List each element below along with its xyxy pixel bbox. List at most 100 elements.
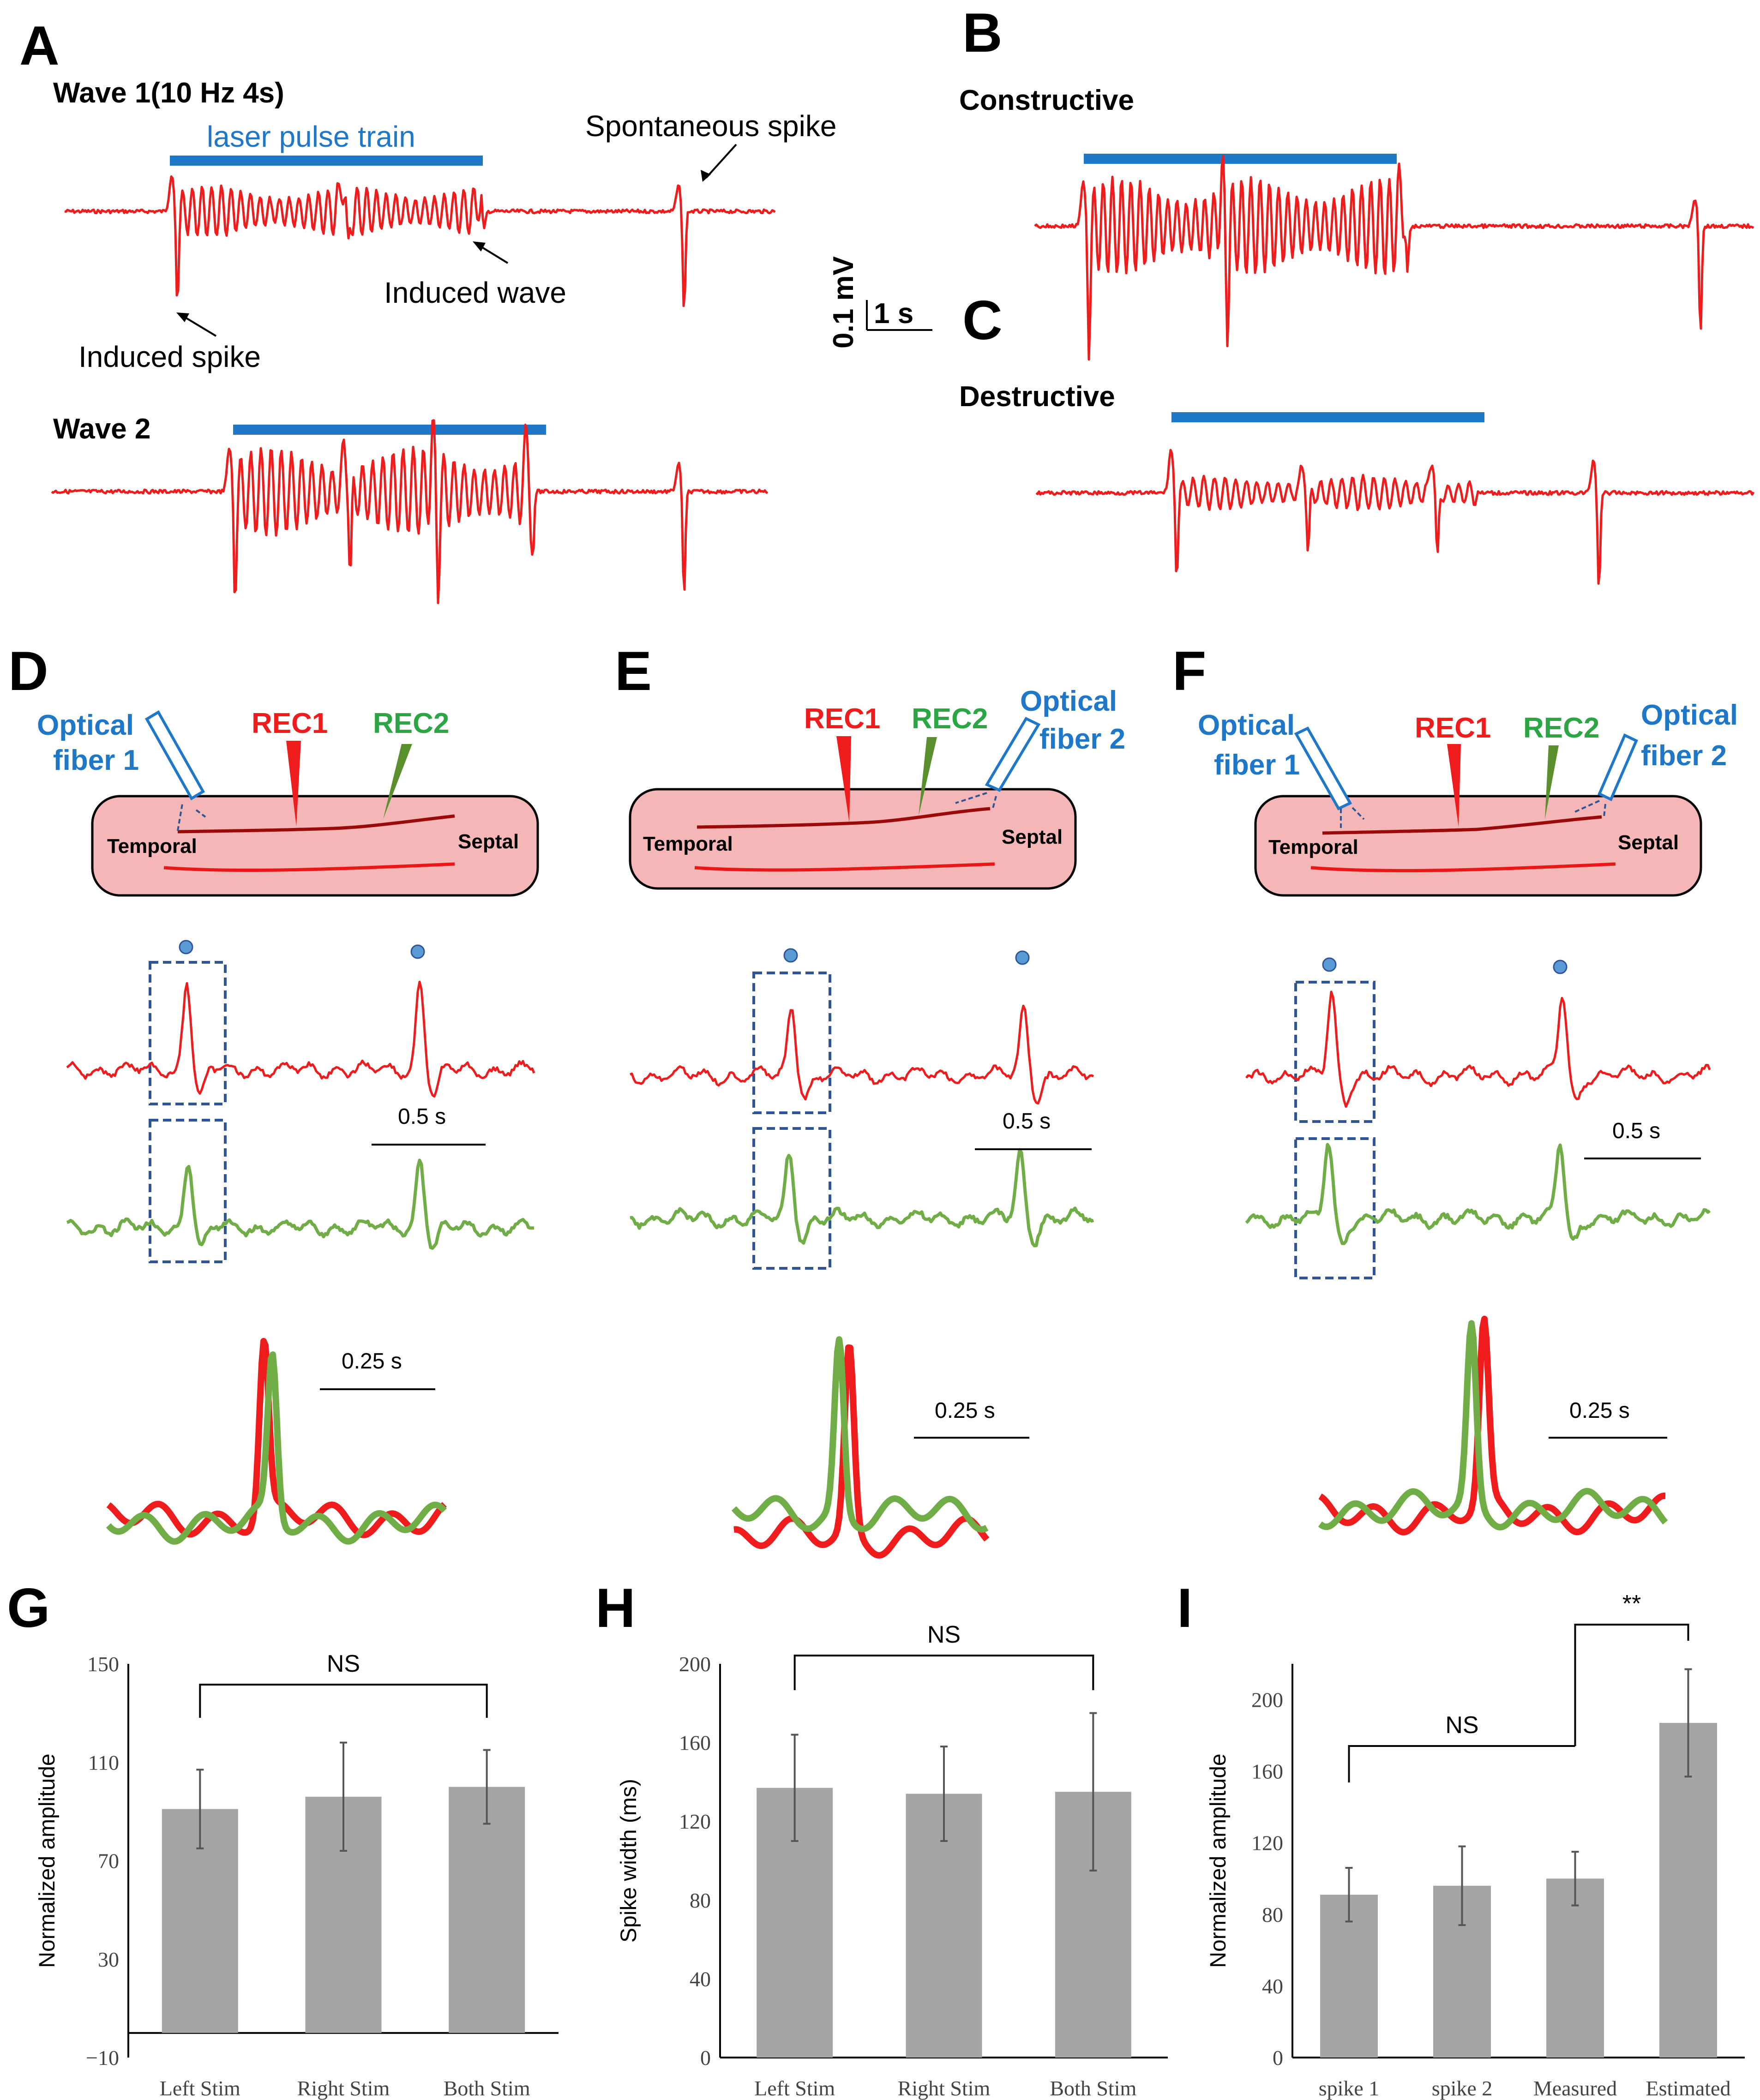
scale-label-half: 0.5 s	[1003, 1109, 1051, 1134]
cell-layer-lower	[694, 862, 995, 872]
y-tick-label: 30	[98, 1948, 119, 1971]
optical-fiber-2	[985, 717, 1041, 792]
light-cone	[177, 804, 206, 831]
panel-letter-i: I	[1177, 1577, 1192, 1639]
bar	[1546, 1878, 1604, 2058]
y-tick-label: 70	[98, 1849, 119, 1873]
arrow-head-induced-wave	[473, 241, 486, 252]
constructive-trace	[1034, 155, 1754, 361]
x-category-label: Both Stim	[1050, 2076, 1136, 2100]
temporal-label: Temporal	[1268, 836, 1358, 858]
x-category-label: Left Stim	[754, 2076, 835, 2100]
optical-fiber-2	[1598, 733, 1638, 802]
fiber2-label-line1: Optical	[1641, 699, 1738, 731]
rec1-electrode	[836, 736, 851, 822]
significance-label: NS	[927, 1621, 961, 1648]
dashed-box-green	[1294, 1137, 1376, 1279]
y-tick-label: 40	[1262, 1974, 1283, 1998]
scale-label-half: 0.5 s	[1612, 1119, 1660, 1143]
y-tick-label: 160	[1251, 1760, 1283, 1783]
overlay-green-trace	[106, 1351, 447, 1545]
spontaneous-spike-label: Spontaneous spike	[585, 109, 836, 143]
optical-fiber-1	[1294, 726, 1352, 810]
scale-label-quarter: 0.25 s	[935, 1398, 995, 1423]
cell-layer-upper	[697, 807, 991, 829]
y-tick-label: 200	[1251, 1688, 1283, 1712]
optical-fiber-1	[144, 710, 205, 801]
y-tick-label: 40	[690, 1967, 711, 1991]
destructive-trace	[1035, 449, 1755, 585]
laser-bar-wave2	[233, 425, 546, 435]
dashed-box-red	[149, 961, 227, 1105]
significance-bracket	[1574, 1624, 1689, 1746]
arrow-head-induced-spike	[176, 312, 189, 322]
panel-f: F Optical fiber 1 Optical fiber 2 REC1 R…	[1172, 640, 1738, 1536]
fiber1-label-line1: Optical	[1198, 709, 1295, 741]
laser-pulse-label: laser pulse train	[207, 120, 415, 153]
y-tick-label: 0	[1273, 2046, 1283, 2070]
chart-i: 200 160 120 80 40 0 spike 1 spike 2 Measured Esti…	[1206, 1590, 1745, 2100]
laser-bar-wave1	[170, 156, 483, 166]
overlay-red-trace	[733, 1344, 990, 1559]
x-category-label: spike 2	[1432, 2076, 1493, 2100]
panel-letter-d: D	[8, 640, 48, 702]
rec1-label: REC1	[252, 708, 328, 739]
rec2-electrode	[919, 737, 937, 816]
y-tick-label: 150	[87, 1652, 119, 1676]
arrow-spontaneous	[705, 144, 737, 179]
y-tick-label: 80	[690, 1889, 711, 1912]
chart-h: 200 160 120 80 40 0 Left Stim Right Stim Both St…	[617, 1621, 1168, 2100]
wave1-title: Wave 1(10 Hz 4s)	[53, 77, 284, 109]
y-tick-label: 160	[679, 1731, 711, 1755]
stim-dot-1	[783, 948, 798, 963]
laser-bar-constructive	[1084, 154, 1397, 164]
significance-label: NS	[327, 1650, 360, 1677]
cell-layer-lower	[163, 862, 455, 872]
fiber2-label-line2: fiber 2	[1039, 723, 1125, 755]
rec2-electrode	[383, 744, 412, 819]
y-axis-title: Normalized amplitude	[35, 1753, 60, 1968]
temporal-label: Temporal	[643, 833, 733, 855]
light-cone	[1574, 800, 1606, 817]
cell-layer-lower	[1310, 862, 1616, 872]
x-category-label: Measured	[1533, 2076, 1617, 2100]
stim-dot-2	[410, 944, 425, 959]
bar	[1659, 1722, 1717, 2058]
dashed-box-green	[752, 1127, 831, 1270]
panel-letter-h: H	[595, 1577, 636, 1639]
rec2-label: REC2	[912, 703, 988, 735]
temporal-label: Temporal	[107, 835, 197, 858]
rec2-trace	[630, 1148, 1094, 1248]
x-category-label: spike 1	[1319, 2076, 1380, 2100]
light-cone	[955, 792, 997, 810]
panel-letter-a: A	[19, 15, 60, 77]
rec1-electrode	[1447, 744, 1461, 827]
x-category-label: Right Stim	[898, 2076, 991, 2100]
bar	[449, 1787, 525, 2033]
y-axis-title: Spike width (ms)	[617, 1779, 641, 1943]
panel-e: E Optical fiber 2 REC1 REC2 Temporal Sep…	[615, 640, 1125, 1559]
destructive-title: Destructive	[959, 381, 1115, 413]
stim-dot-1	[179, 940, 193, 954]
significance-bracket	[1348, 1745, 1575, 1782]
rec2-label: REC2	[373, 708, 449, 739]
light-cone	[1340, 807, 1365, 831]
panel-letter-c: C	[962, 289, 1003, 351]
stim-dot-2	[1015, 950, 1030, 965]
cell-layer-upper	[177, 814, 455, 834]
septal-label: Septal	[1618, 831, 1679, 854]
septal-label: Septal	[1002, 826, 1063, 848]
stim-dot-2	[1553, 960, 1568, 974]
rec2-electrode	[1545, 745, 1559, 819]
x-category-label: Estimated	[1646, 2076, 1731, 2100]
y-axis-title: Normalized amplitude	[1206, 1753, 1231, 1968]
scale-label-quarter: 0.25 s	[1569, 1398, 1630, 1423]
wave2-trace	[51, 419, 769, 604]
significance-bracket	[199, 1684, 488, 1718]
panel-letter-g: G	[7, 1577, 50, 1639]
rec1-trace	[630, 1004, 1094, 1105]
panel-d: D Optical fiber 1 REC1 REC2 Temporal Sep…	[8, 640, 539, 1545]
scalebar-voltage: 0.1 mV	[828, 256, 859, 348]
x-category-label: Both Stim	[444, 2076, 530, 2100]
